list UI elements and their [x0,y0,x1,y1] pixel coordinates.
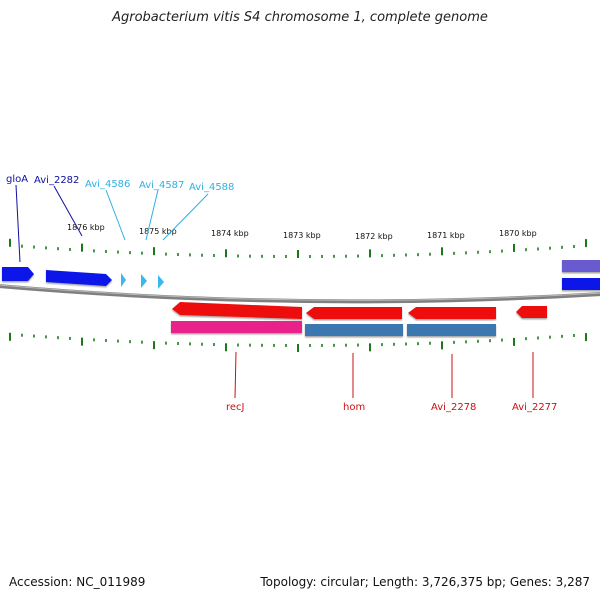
tick-label: 1870 kbp [499,229,537,238]
gene-label-Avi_2277[interactable]: Avi_2277 [512,402,557,413]
gene-label-hom[interactable]: hom [343,402,365,413]
gene-Avi_4587[interactable] [141,274,147,288]
gene-Avi_4586[interactable] [121,273,126,287]
gene-label-Avi_4587[interactable]: Avi_4587 [139,180,184,191]
gene-label-Avi_4586[interactable]: Avi_4586 [85,179,130,190]
tick-label: 1874 kbp [211,229,249,238]
leader-line-gloA [15,184,21,263]
gene-Avi_2282[interactable] [46,270,112,286]
gene-Avi_2277[interactable] [516,306,547,318]
tick-label: 1875 kbp [139,227,177,236]
cds-recJ[interactable] [171,321,302,333]
tick-label: 1876 kbp [67,223,105,232]
leader-line-Avi_4587 [145,189,159,241]
gene-label-Avi_4588[interactable]: Avi_4588 [189,182,234,193]
topology-text: Topology: circular; Length: 3,726,375 bp… [260,575,590,589]
gene-label-recJ[interactable]: recJ [226,402,245,413]
gene-gloA[interactable] [2,267,34,281]
gene-right-edge-blue[interactable] [562,278,600,290]
tick-row-bottom [9,332,587,352]
gene-hom[interactable] [306,307,402,319]
gene-label-gloA[interactable]: gloA [6,174,28,185]
cds-Avi_2278[interactable] [407,324,496,336]
leader-line-Avi_2282 [53,185,83,237]
tick-label: 1873 kbp [283,231,321,240]
map-title: Agrobacterium vitis S4 chromosome 1, com… [112,10,488,25]
gene-recJ[interactable] [172,302,302,319]
leader-line-recJ [234,351,237,399]
leader-line-Avi_4588 [162,193,209,241]
gene-label-Avi_2282[interactable]: Avi_2282 [34,175,79,186]
gene-right-edge-purple[interactable] [562,260,600,272]
tick-label: 1872 kbp [355,232,393,241]
accession-text: Accession: NC_011989 [9,575,146,589]
gene-label-Avi_2278[interactable]: Avi_2278 [431,402,476,413]
gene-Avi_4588[interactable] [158,275,164,289]
gene-Avi_2278[interactable] [408,307,496,319]
tick-row-top [9,238,587,258]
leader-line-Avi_4586 [105,189,126,241]
chromosome-backbone [0,284,600,304]
tick-label: 1871 kbp [427,231,465,240]
cds-hom[interactable] [305,324,403,336]
chromosome-backbone-highlight [0,284,600,301]
